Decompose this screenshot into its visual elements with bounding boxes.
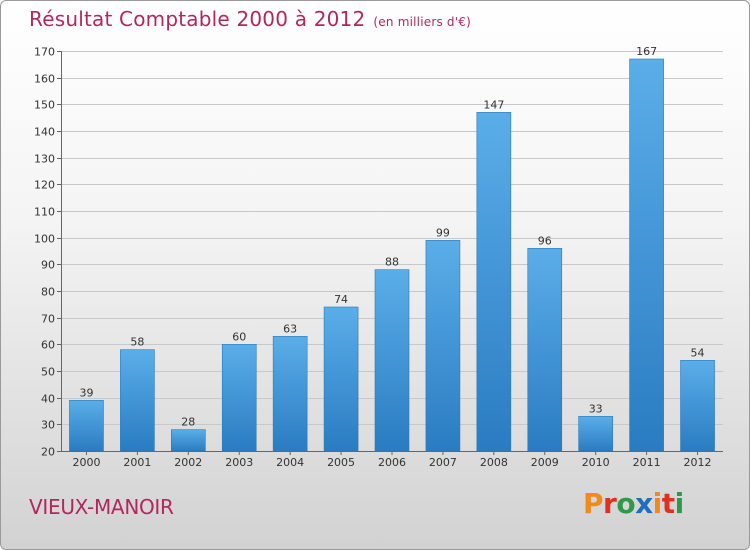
bar	[629, 58, 664, 452]
x-tick-label: 2002	[174, 456, 202, 469]
x-tick-label: 2005	[327, 456, 355, 469]
bar	[578, 416, 613, 452]
y-tick-label: 80	[41, 286, 55, 299]
bar	[120, 349, 155, 452]
bar	[425, 240, 461, 452]
bar	[69, 400, 104, 452]
logo-letter: x	[635, 487, 653, 520]
y-tick-label: 110	[34, 206, 55, 219]
bar	[221, 344, 257, 452]
y-tick-label: 70	[41, 313, 55, 326]
chart-subtitle: (en milliers d'€)	[373, 15, 471, 29]
y-tick-label: 160	[34, 73, 55, 86]
bar-value-label: 39	[79, 386, 93, 399]
chart-title-text: Résultat Comptable 2000 à 2012	[29, 7, 366, 31]
proxiti-logo: Proxiti	[583, 487, 684, 520]
bar-value-label: 96	[538, 234, 552, 247]
y-tick-label: 150	[34, 99, 55, 112]
y-tick-label: 140	[34, 126, 55, 139]
y-tick-label: 170	[34, 46, 55, 59]
y-tick-label: 90	[41, 259, 55, 272]
x-tick-label: 2003	[225, 456, 253, 469]
x-tick-label: 2009	[531, 456, 559, 469]
bar	[374, 269, 410, 452]
logo-letter: t	[661, 487, 675, 520]
bar	[171, 429, 206, 452]
bar-value-label: 63	[283, 322, 297, 335]
bar-value-label: 74	[334, 293, 348, 306]
logo-letter: r	[603, 487, 617, 520]
x-tick-label: 2008	[480, 456, 508, 469]
bar-value-label: 33	[589, 402, 603, 415]
x-tick-label: 2007	[429, 456, 457, 469]
x-tick-label: 2011	[633, 456, 661, 469]
logo-letter: i	[674, 487, 685, 520]
bar-value-label: 60	[232, 330, 246, 343]
y-tick-label: 40	[41, 393, 55, 406]
x-tick-label: 2000	[72, 456, 100, 469]
x-tick-label: 2010	[582, 456, 610, 469]
x-tick-label: 2012	[684, 456, 712, 469]
y-tick-label: 60	[41, 339, 55, 352]
x-tick-label: 2004	[276, 456, 304, 469]
x-tick-label: 2006	[378, 456, 406, 469]
bar	[680, 360, 715, 452]
bar-value-label: 88	[385, 256, 399, 269]
bar-value-label: 99	[436, 226, 450, 239]
y-tick-label: 30	[41, 419, 55, 432]
y-tick-label: 120	[34, 179, 55, 192]
logo-letter: i	[652, 487, 663, 520]
logo-letter: P	[583, 487, 604, 520]
chart-title: Résultat Comptable 2000 à 2012 (en millie…	[29, 7, 471, 31]
bar	[272, 336, 308, 452]
bar-value-label: 54	[691, 346, 705, 359]
logo-letter: o	[616, 487, 636, 520]
commune-name: VIEUX-MANOIR	[29, 495, 174, 519]
bar-value-label: 28	[181, 416, 195, 429]
bar	[476, 112, 512, 452]
y-tick-label: 130	[34, 153, 55, 166]
bar	[323, 306, 359, 452]
bar	[527, 248, 563, 452]
y-tick-label: 20	[41, 446, 55, 459]
y-tick-label: 100	[34, 233, 55, 246]
bar-value-label: 167	[636, 45, 657, 58]
bar-value-label: 58	[130, 336, 144, 349]
bar-value-label: 147	[483, 98, 504, 111]
y-tick-label: 50	[41, 366, 55, 379]
x-tick-label: 2001	[123, 456, 151, 469]
